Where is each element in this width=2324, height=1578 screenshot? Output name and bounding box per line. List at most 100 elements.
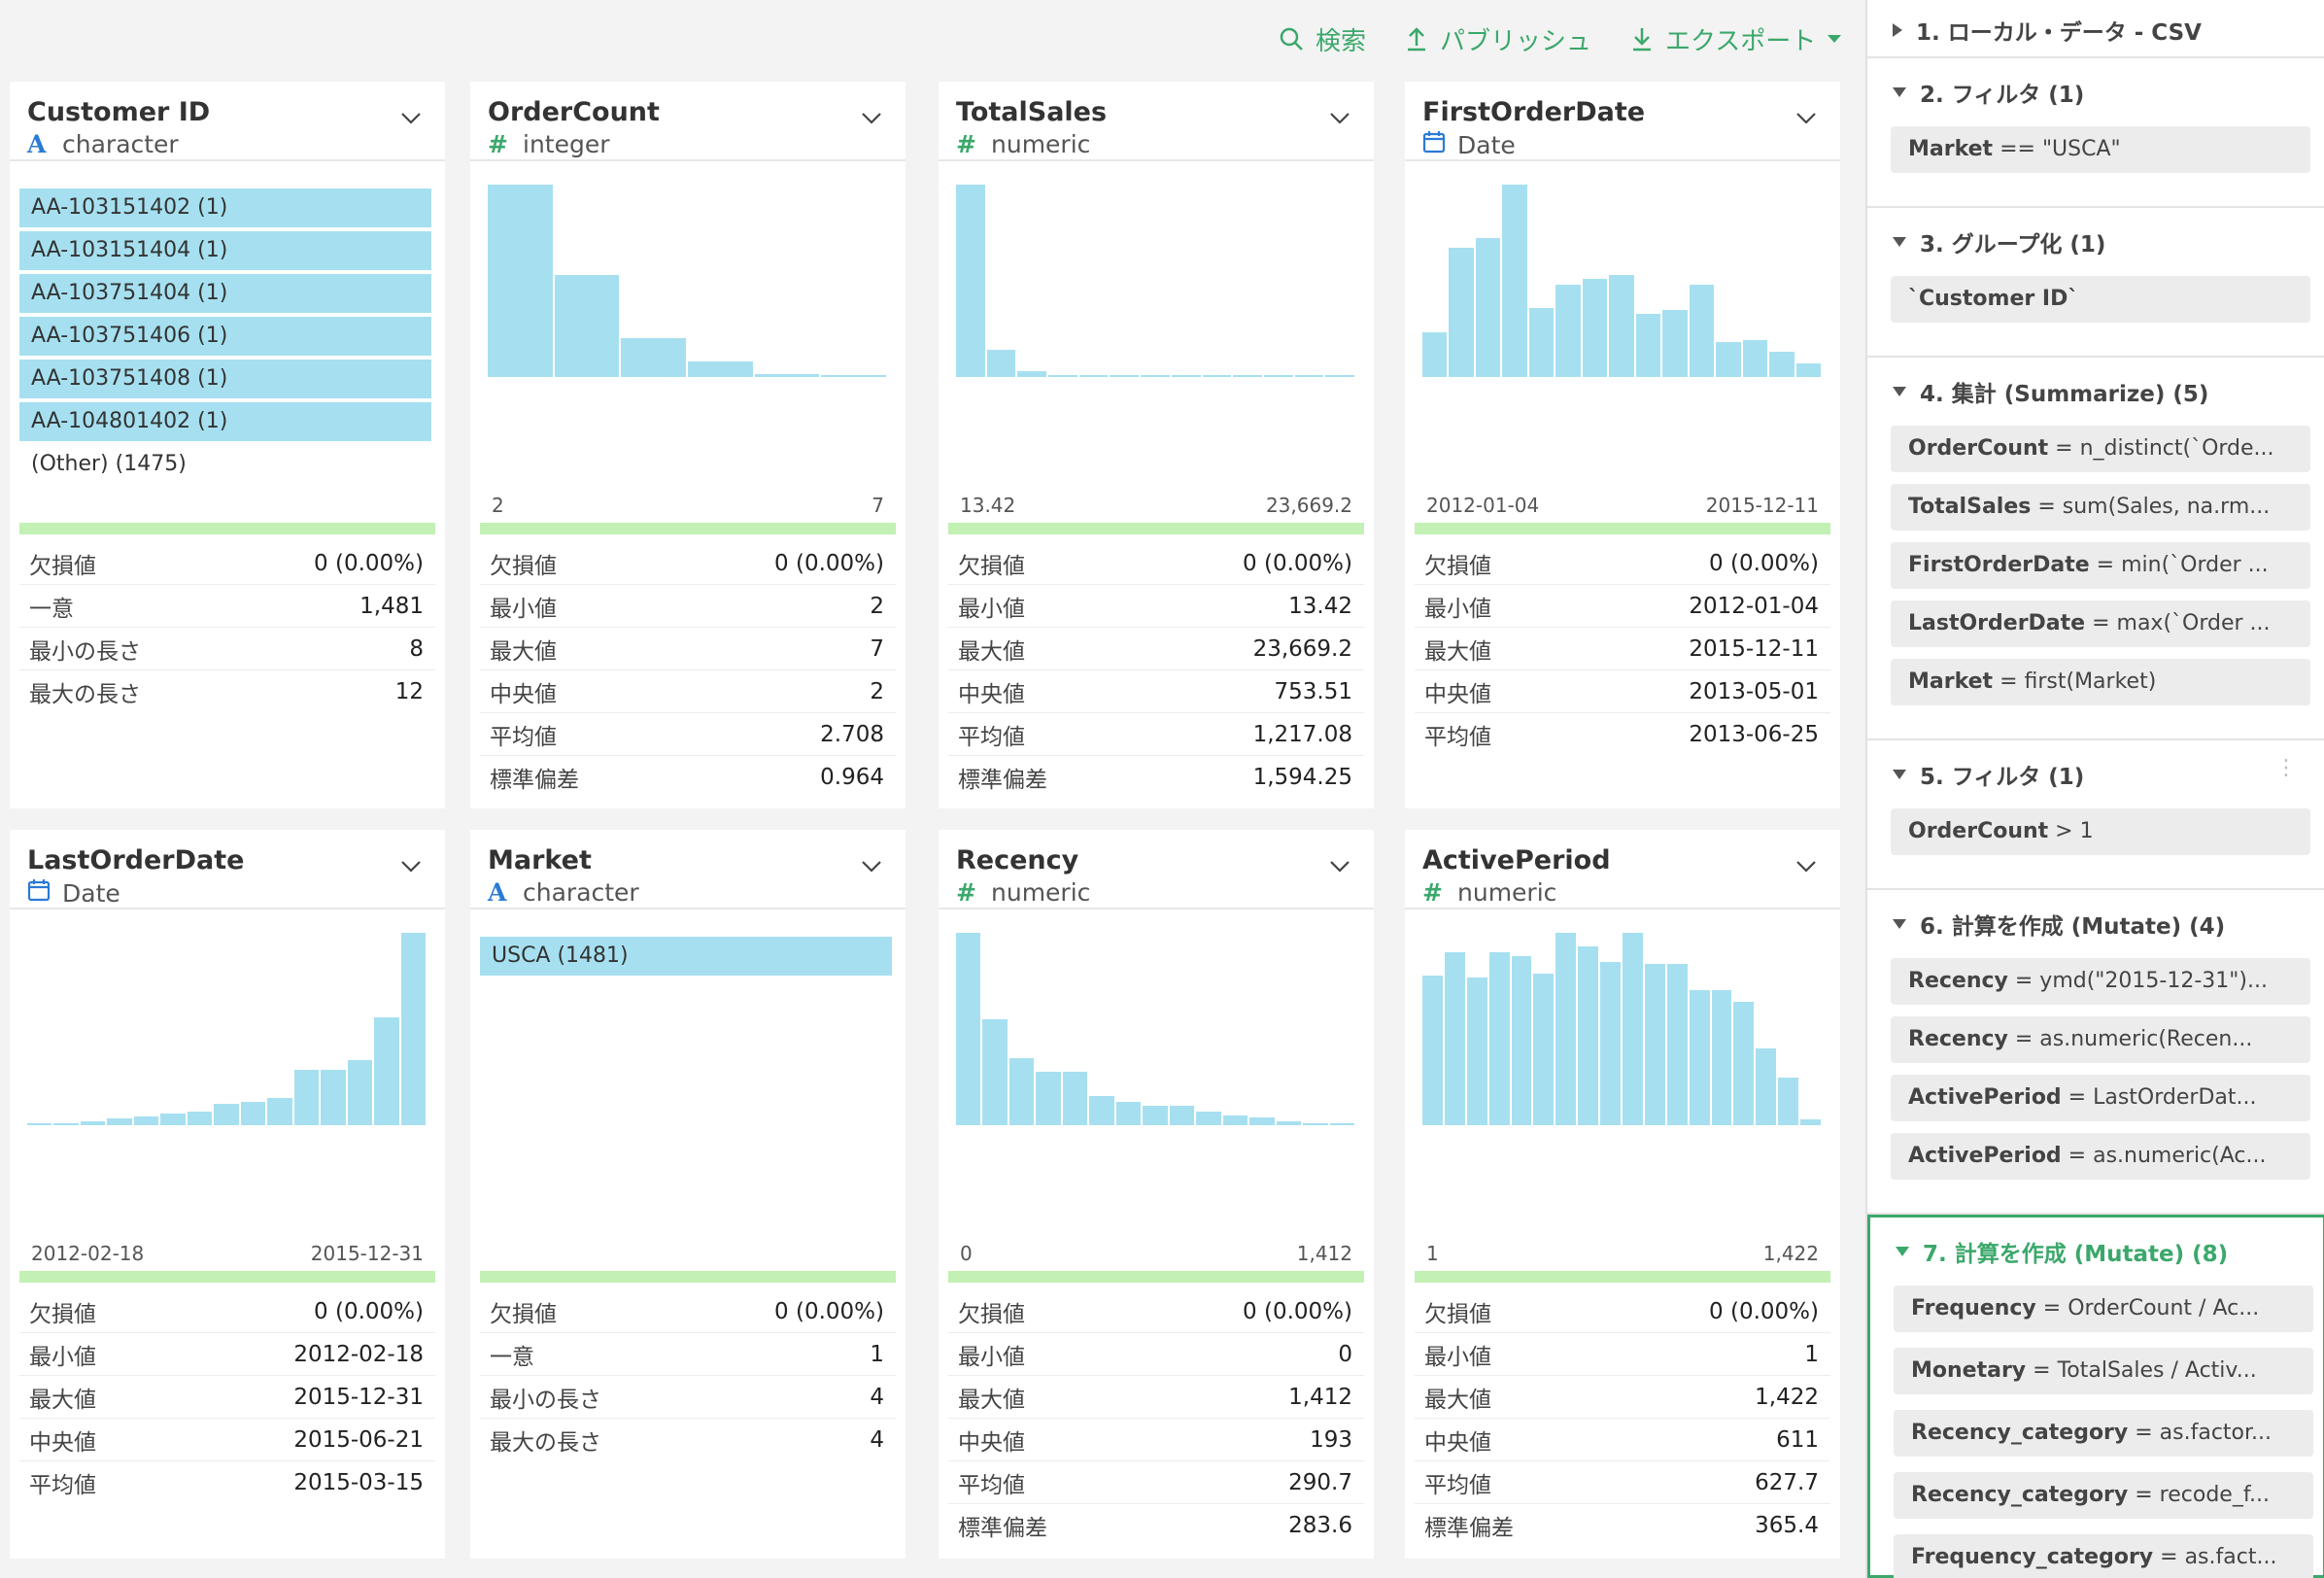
histogram-bar: [107, 1118, 132, 1125]
stat-row: 最大値 7: [480, 628, 896, 670]
pipeline-step[interactable]: 2. フィルタ (1) Market == "USCA": [1867, 58, 2324, 208]
step-command[interactable]: Recency = as.numeric(Recen...: [1891, 1016, 2310, 1063]
axis-min-label: 1: [1426, 1242, 1439, 1265]
step-title[interactable]: 2. フィルタ (1): [1893, 76, 2084, 109]
caret-down-icon[interactable]: [1893, 770, 1906, 779]
stat-row: 最大の長さ 4: [480, 1419, 896, 1461]
histogram: [1415, 933, 1830, 1125]
stat-label: 最大値: [958, 638, 1025, 665]
step-command[interactable]: FirstOrderDate = min(`Order ...: [1891, 542, 2310, 589]
stat-value: 0 (0.00%): [774, 550, 884, 576]
stat-label: 最大値: [1424, 638, 1491, 665]
pipeline-step[interactable]: 1. ローカル・データ - CSV: [1867, 0, 2324, 58]
stat-row: 欠損値 0 (0.00%): [948, 1290, 1364, 1333]
chevron-down-icon[interactable]: [861, 111, 882, 129]
pipeline-step[interactable]: 6. 計算を作成 (Mutate) (4) Recency = ymd("2015…: [1867, 890, 2324, 1215]
caret-down-icon[interactable]: [1893, 237, 1906, 247]
caret-down-icon[interactable]: [1896, 1247, 1909, 1256]
step-title[interactable]: 3. グループ化 (1): [1893, 225, 2105, 258]
export-button[interactable]: エクスポート: [1630, 21, 1843, 56]
step-title[interactable]: 1. ローカル・データ - CSV: [1893, 14, 2202, 47]
chevron-down-icon[interactable]: [1329, 111, 1350, 129]
step-command[interactable]: LastOrderDate = max(`Order ...: [1891, 600, 2310, 647]
publish-button[interactable]: パブリッシュ: [1405, 21, 1591, 56]
caret-down-icon[interactable]: [1893, 87, 1906, 97]
data-quality-bar: [480, 1271, 896, 1283]
stat-value: 7: [870, 635, 884, 662]
category-item[interactable]: AA-103751406 (1): [19, 317, 431, 356]
step-command[interactable]: Recency_category = as.factor...: [1894, 1410, 2313, 1457]
category-item[interactable]: USCA (1481): [480, 937, 892, 976]
histogram-bar: [1276, 1121, 1302, 1125]
step-title[interactable]: 6. 計算を作成 (Mutate) (4): [1893, 908, 2225, 941]
step-command[interactable]: Recency = ymd("2015-12-31")...: [1891, 958, 2310, 1005]
category-item[interactable]: AA-104801402 (1): [19, 402, 431, 441]
column-card: TotalSales # numeric 13.42 23,669.2 欠損値 0 (0.0…: [939, 82, 1374, 808]
chevron-down-icon[interactable]: [1795, 111, 1817, 129]
histogram-bar: [1555, 284, 1581, 377]
caret-down-icon[interactable]: [1893, 387, 1906, 396]
stat-value: 1: [1804, 1341, 1819, 1367]
command-expression: as.numeric(Recen...: [2039, 1027, 2253, 1051]
step-title[interactable]: 4. 集計 (Summarize) (5): [1893, 375, 2208, 408]
histogram-bar: [1623, 933, 1643, 1125]
histogram-bar: [1644, 963, 1665, 1125]
search-button[interactable]: 検索: [1279, 21, 1366, 56]
stat-value: 2: [870, 678, 884, 704]
pipeline-step[interactable]: 7. 計算を作成 (Mutate) (8) Frequency = OrderCo…: [1867, 1215, 2324, 1578]
caret-down-icon[interactable]: [1893, 919, 1906, 929]
step-command[interactable]: Market = first(Market): [1891, 659, 2310, 705]
step-command[interactable]: Recency_category = recode_f...: [1894, 1472, 2313, 1519]
command-operator: =: [2007, 1027, 2040, 1051]
command-operator: =: [2048, 436, 2080, 461]
step-command[interactable]: Frequency_category = as.fact...: [1894, 1534, 2313, 1578]
stats-table: 欠損値 0 (0.00%) 最小値 2 最大値 7 中央値 2 平均値 2.708 標準偏差 0.96…: [480, 542, 896, 799]
step-command[interactable]: TotalSales = sum(Sales, na.rm...: [1891, 484, 2310, 531]
category-other: (Other) (1475): [31, 452, 187, 476]
stat-label: 平均値: [1424, 725, 1491, 750]
chevron-down-icon[interactable]: [400, 859, 422, 877]
kebab-menu-icon[interactable]: ⋮: [2275, 756, 2297, 780]
pipeline-step[interactable]: 4. 集計 (Summarize) (5) OrderCount = n_dist…: [1867, 358, 2324, 740]
chevron-down-icon[interactable]: [1795, 859, 1817, 877]
chevron-down-icon[interactable]: [861, 859, 882, 877]
step-title-label: 1. ローカル・データ - CSV: [1916, 20, 2202, 46]
data-quality-bar: [948, 523, 1364, 534]
export-label: エクスポート: [1665, 26, 1817, 56]
category-item[interactable]: AA-103151402 (1): [19, 189, 431, 227]
numeric-type-icon: #: [488, 130, 508, 158]
stat-label: 標準偏差: [958, 768, 1047, 793]
step-command[interactable]: ActivePeriod = LastOrderDat...: [1891, 1075, 2310, 1121]
step-command[interactable]: OrderCount > 1: [1891, 808, 2310, 855]
histogram-bar: [321, 1069, 346, 1125]
caret-right-icon[interactable]: [1893, 23, 1902, 37]
stat-value: 1,481: [359, 593, 424, 619]
step-command[interactable]: Market == "USCA": [1891, 126, 2310, 173]
search-label: 検索: [1316, 26, 1367, 56]
step-command[interactable]: Frequency = OrderCount / Ac...: [1894, 1286, 2313, 1332]
stat-value: 2012-01-04: [1689, 593, 1819, 619]
step-command[interactable]: Monetary = TotalSales / Activ...: [1894, 1348, 2313, 1394]
step-command[interactable]: OrderCount = n_distinct(`Orde...: [1891, 426, 2310, 472]
stat-row: 平均値 627.7: [1415, 1461, 1830, 1504]
histogram-bar: [1036, 1071, 1061, 1125]
step-title[interactable]: 5. フィルタ (1): [1893, 758, 2084, 791]
step-command[interactable]: `Customer ID`: [1891, 276, 2310, 323]
stat-row: 平均値 2.708: [480, 713, 896, 756]
pipeline-step[interactable]: 5. フィルタ (1) ⋮ OrderCount > 1: [1867, 740, 2324, 890]
stat-value: 627.7: [1755, 1469, 1819, 1495]
step-command[interactable]: ActivePeriod = as.numeric(Ac...: [1891, 1133, 2310, 1180]
histogram-bar: [1169, 1106, 1195, 1125]
stat-label: 欠損値: [958, 1301, 1025, 1327]
stat-value: 290.7: [1288, 1469, 1352, 1495]
histogram-bar: [1008, 1057, 1035, 1125]
stat-row: 欠損値 0 (0.00%): [948, 542, 1364, 585]
pipeline-step[interactable]: 3. グループ化 (1) `Customer ID`: [1867, 208, 2324, 358]
chevron-down-icon[interactable]: [1329, 859, 1350, 877]
category-item[interactable]: AA-103751408 (1): [19, 360, 431, 398]
category-item[interactable]: AA-103751404 (1): [19, 274, 431, 313]
histogram-bar: [1795, 363, 1821, 377]
chevron-down-icon[interactable]: [400, 111, 422, 129]
category-item[interactable]: AA-103151404 (1): [19, 231, 431, 270]
step-title[interactable]: 7. 計算を作成 (Mutate) (8): [1896, 1235, 2228, 1268]
